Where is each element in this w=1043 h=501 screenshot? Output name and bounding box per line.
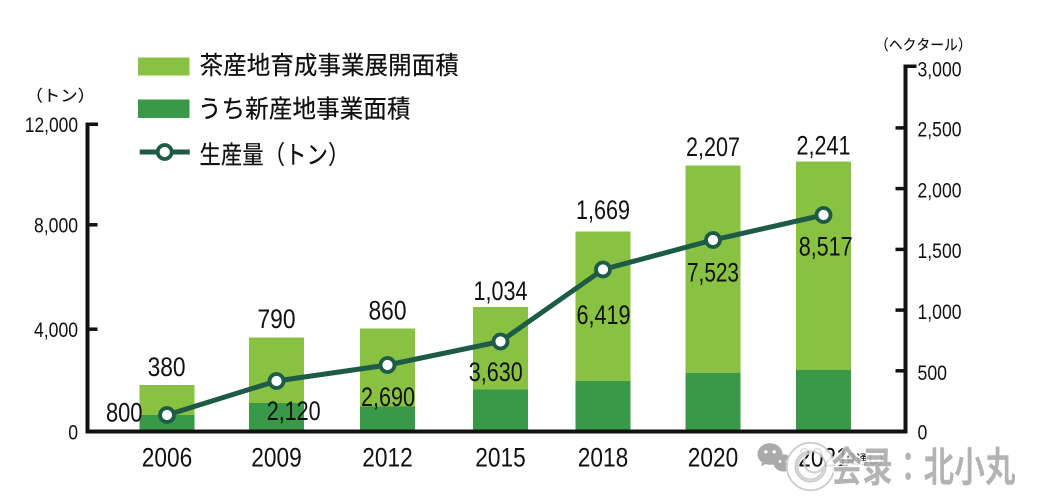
svg-text:2,120: 2,120	[267, 396, 321, 426]
svg-text:0: 0	[68, 420, 78, 444]
svg-text:12,000: 12,000	[25, 113, 78, 137]
svg-text:380: 380	[148, 352, 186, 382]
svg-text:8,517: 8,517	[799, 232, 853, 262]
svg-text:1,000: 1,000	[918, 300, 962, 324]
svg-text:3,630: 3,630	[469, 357, 523, 387]
svg-text:6,419: 6,419	[577, 300, 631, 330]
svg-text:2009: 2009	[251, 443, 301, 473]
svg-text:0: 0	[918, 420, 928, 444]
svg-text:2006: 2006	[142, 443, 192, 473]
svg-text:2015: 2015	[475, 443, 525, 473]
svg-text:2012: 2012	[362, 443, 412, 473]
svg-text:2,500: 2,500	[918, 117, 962, 141]
svg-text:2,000: 2,000	[918, 178, 962, 202]
svg-text:2020: 2020	[688, 443, 738, 473]
svg-text:790: 790	[258, 304, 296, 334]
svg-text:1,034: 1,034	[474, 276, 528, 306]
svg-text:2,241: 2,241	[797, 131, 851, 161]
svg-text:3,000: 3,000	[918, 57, 962, 81]
svg-text:2,207: 2,207	[686, 132, 740, 162]
svg-text:1,500: 1,500	[918, 239, 962, 263]
svg-text:8,000: 8,000	[34, 214, 78, 238]
svg-text:2018: 2018	[578, 443, 628, 473]
svg-text:500: 500	[918, 361, 948, 385]
svg-text:2,690: 2,690	[361, 382, 415, 412]
svg-text:800: 800	[106, 398, 143, 428]
svg-text:4,000: 4,000	[34, 318, 78, 342]
svg-text:1,669: 1,669	[576, 195, 630, 225]
svg-text:7,523: 7,523	[687, 258, 739, 288]
svg-text:860: 860	[369, 296, 407, 326]
